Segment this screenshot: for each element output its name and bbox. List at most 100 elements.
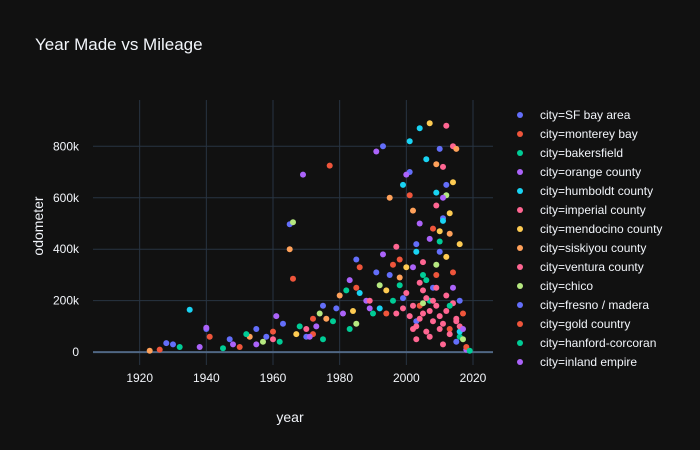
legend-marker xyxy=(517,131,523,137)
data-point xyxy=(346,326,353,332)
data-point xyxy=(400,295,406,302)
data-point xyxy=(220,345,226,352)
legend-item[interactable]: city=inland empire xyxy=(517,355,637,369)
legend-label: city=imperial county xyxy=(540,203,646,217)
x-axis-title: year xyxy=(276,409,304,425)
x-tick-label: 2000 xyxy=(393,371,420,385)
legend-item[interactable]: city=humboldt county xyxy=(517,184,653,198)
data-point xyxy=(396,256,403,263)
data-point xyxy=(243,331,250,338)
data-point xyxy=(300,171,306,178)
legend-marker xyxy=(517,283,523,289)
legend-marker xyxy=(517,245,523,251)
legend-item[interactable]: city=siskiyou county xyxy=(517,241,646,255)
data-point xyxy=(443,292,450,299)
data-point xyxy=(376,282,383,289)
legend-item[interactable]: city=fresno / madera xyxy=(517,298,649,312)
data-point xyxy=(336,292,343,299)
legend-item[interactable]: city=ventura county xyxy=(517,260,644,274)
legend-item[interactable]: city=SF bay area xyxy=(517,108,631,122)
data-point xyxy=(253,341,260,348)
data-point xyxy=(420,310,426,317)
data-point xyxy=(413,336,420,343)
legend-label: city=orange county xyxy=(540,165,641,179)
data-point xyxy=(296,323,303,330)
y-tick-label: 800k xyxy=(53,139,80,153)
data-point xyxy=(440,194,446,201)
legend-marker xyxy=(517,112,523,118)
data-point xyxy=(416,315,423,322)
series-10 xyxy=(163,241,463,347)
data-point xyxy=(436,326,443,332)
data-point xyxy=(226,336,233,343)
data-point xyxy=(443,308,450,314)
data-point xyxy=(260,338,266,345)
data-point xyxy=(403,290,410,296)
data-point xyxy=(400,181,406,188)
data-point xyxy=(413,248,420,255)
data-point xyxy=(400,305,406,312)
legend-label: city=bakersfield xyxy=(540,146,623,160)
x-axis-ticks: 1920 1940 1960 1980 2000 2020 xyxy=(126,371,486,385)
data-point xyxy=(386,272,393,278)
series-6 xyxy=(293,120,463,338)
y-tick-label: 400k xyxy=(53,242,80,256)
data-point xyxy=(430,297,436,304)
data-point xyxy=(273,313,280,320)
legend-item[interactable]: city=monterey bay xyxy=(517,127,638,141)
data-point xyxy=(346,277,353,284)
data-point xyxy=(420,287,426,294)
legend-label: city=mendocino county xyxy=(540,222,662,236)
data-point xyxy=(403,171,410,178)
data-point xyxy=(276,338,283,345)
series-4 xyxy=(186,125,463,335)
data-point xyxy=(196,344,203,350)
data-point xyxy=(460,336,466,343)
data-point xyxy=(293,331,300,338)
data-point xyxy=(416,125,423,132)
data-point xyxy=(453,318,460,325)
data-point xyxy=(436,238,443,245)
legend-marker xyxy=(517,226,523,232)
legend-item[interactable]: city=orange county xyxy=(517,165,641,179)
data-point xyxy=(460,326,466,332)
data-point xyxy=(426,333,433,340)
legend-item[interactable]: city=hanford-corcoran xyxy=(517,336,656,350)
data-point xyxy=(393,310,400,317)
x-tick-label: 1980 xyxy=(326,371,353,385)
data-point xyxy=(406,192,413,199)
legend-marker xyxy=(517,188,523,194)
legend-item[interactable]: city=gold country xyxy=(517,317,630,331)
data-point xyxy=(420,272,426,278)
data-point xyxy=(163,340,170,347)
data-point xyxy=(450,269,456,276)
legend-item[interactable]: city=bakersfield xyxy=(517,146,623,160)
legend-label: city=SF bay area xyxy=(540,108,631,122)
data-point xyxy=(436,228,443,235)
legend-item[interactable]: city=mendocino county xyxy=(517,222,662,236)
x-tick-label: 1940 xyxy=(193,371,220,385)
data-point xyxy=(446,210,453,217)
data-point xyxy=(453,145,460,152)
series-8 xyxy=(393,279,463,348)
legend-marker xyxy=(517,207,523,213)
legend-item[interactable]: city=imperial county xyxy=(517,203,646,217)
data-point xyxy=(390,261,396,268)
series-11 xyxy=(156,225,470,353)
data-point xyxy=(403,264,410,271)
series-2 xyxy=(220,238,463,352)
data-point xyxy=(326,162,333,169)
data-point xyxy=(280,320,286,327)
data-point xyxy=(416,279,423,286)
data-point xyxy=(290,275,296,282)
data-point xyxy=(410,207,416,214)
legend-item[interactable]: city=chico xyxy=(517,279,593,293)
data-point xyxy=(320,302,326,309)
data-point xyxy=(440,217,446,224)
series-13 xyxy=(203,194,466,348)
data-point xyxy=(443,181,450,188)
data-point xyxy=(406,313,413,320)
data-point xyxy=(430,225,436,232)
legend[interactable]: city=SF bay area city=monterey bay city=ba… xyxy=(517,108,662,369)
